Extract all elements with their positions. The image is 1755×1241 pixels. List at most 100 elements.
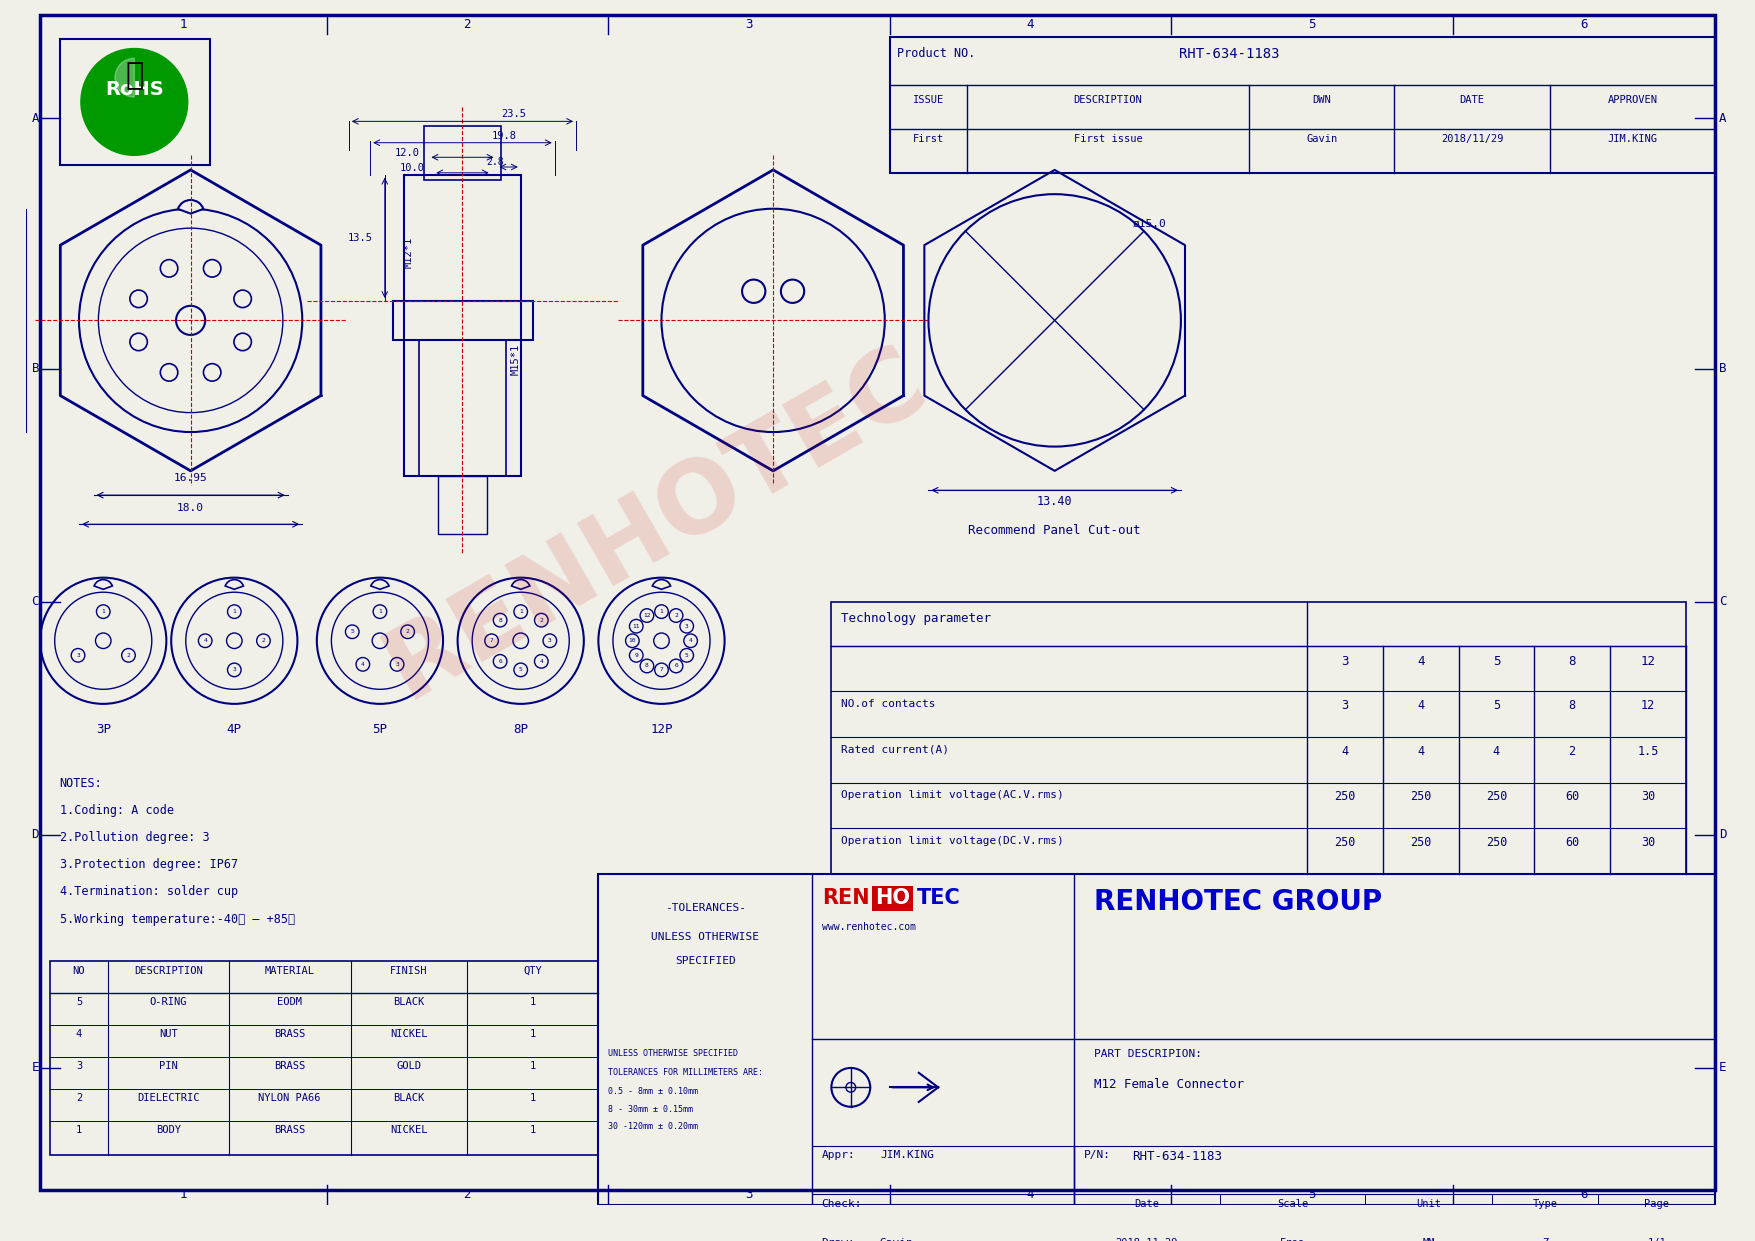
Text: 3: 3 — [75, 653, 81, 658]
Text: Operation limit voltage(AC.V.rms): Operation limit voltage(AC.V.rms) — [841, 791, 1064, 800]
Text: 6: 6 — [498, 659, 502, 664]
Text: Date: Date — [1134, 1199, 1160, 1209]
Text: B: B — [1718, 362, 1727, 376]
Bar — [423, 127, 502, 180]
Text: 5: 5 — [1307, 17, 1316, 31]
Wedge shape — [653, 580, 670, 589]
Text: BLACK: BLACK — [393, 997, 425, 1006]
Text: 5: 5 — [351, 629, 355, 634]
Text: C: C — [1718, 596, 1727, 608]
Text: 3: 3 — [548, 638, 551, 643]
Text: NUT: NUT — [160, 1029, 177, 1039]
Text: UNLESS OTHERWISE SPECIFIED: UNLESS OTHERWISE SPECIFIED — [607, 1049, 739, 1057]
Text: TEC: TEC — [916, 889, 960, 908]
Text: 60: 60 — [1565, 836, 1580, 849]
Text: 1: 1 — [530, 997, 535, 1006]
Text: REN: REN — [821, 889, 869, 908]
Text: Product NO.: Product NO. — [897, 47, 976, 60]
Text: EODM: EODM — [277, 997, 302, 1006]
Text: 10.0: 10.0 — [400, 163, 425, 172]
Text: Draw:: Draw: — [821, 1237, 855, 1241]
Text: RENHOTEC: RENHOTEC — [370, 330, 944, 719]
Text: 16.95: 16.95 — [174, 474, 207, 484]
Text: M12*1: M12*1 — [404, 237, 414, 268]
Text: 12: 12 — [1641, 699, 1655, 712]
Text: 12: 12 — [642, 613, 651, 618]
Text: Scale: Scale — [1278, 1199, 1307, 1209]
Text: SPECIFIED: SPECIFIED — [676, 957, 735, 967]
Text: -TOLERANCES-: -TOLERANCES- — [665, 903, 746, 913]
Bar — [890, 37, 1715, 172]
Text: 1: 1 — [530, 1061, 535, 1071]
Text: 3: 3 — [1341, 699, 1348, 712]
Text: 10: 10 — [628, 638, 635, 643]
Text: 30: 30 — [1641, 791, 1655, 803]
Text: RoHS: RoHS — [105, 79, 163, 99]
Text: E: E — [1718, 1061, 1727, 1075]
Wedge shape — [177, 200, 204, 213]
Text: D: D — [1718, 829, 1727, 841]
Text: A: A — [1718, 112, 1727, 125]
Text: 7: 7 — [490, 638, 493, 643]
Text: 250: 250 — [1486, 791, 1508, 803]
Text: 5: 5 — [1494, 655, 1501, 669]
Text: 2: 2 — [539, 618, 544, 623]
Text: Recommend Panel Cut-out: Recommend Panel Cut-out — [969, 524, 1141, 537]
Text: 60: 60 — [1565, 791, 1580, 803]
Text: UNLESS OTHERWISE: UNLESS OTHERWISE — [651, 932, 760, 942]
Text: JIM.KING: JIM.KING — [1608, 134, 1657, 144]
Text: MATERIAL: MATERIAL — [265, 965, 314, 975]
Text: 12P: 12P — [651, 724, 672, 736]
Text: FINISH: FINISH — [390, 965, 428, 975]
Text: 3.Protection degree: IP67: 3.Protection degree: IP67 — [60, 859, 237, 871]
Text: 5.Working temperature:-40℃ — +85℃: 5.Working temperature:-40℃ — +85℃ — [60, 912, 295, 926]
Text: 3: 3 — [746, 1188, 753, 1200]
Text: 250: 250 — [1409, 836, 1432, 849]
Bar — [404, 175, 521, 475]
Text: ø15.0: ø15.0 — [1132, 218, 1165, 228]
Text: 3: 3 — [75, 1061, 82, 1071]
Text: ISSUE: ISSUE — [913, 96, 944, 105]
Text: 8P: 8P — [512, 724, 528, 736]
Text: 5P: 5P — [372, 724, 388, 736]
Text: HO: HO — [876, 889, 911, 908]
Text: 2018/11/29: 2018/11/29 — [1441, 134, 1504, 144]
Text: 1: 1 — [660, 609, 663, 614]
Text: 1: 1 — [179, 1188, 186, 1200]
Text: 4: 4 — [1416, 699, 1425, 712]
Text: RHT-634-1183: RHT-634-1183 — [1179, 47, 1279, 61]
Text: RENHOTEC GROUP: RENHOTEC GROUP — [1093, 889, 1381, 916]
Bar — [419, 340, 505, 475]
Text: 1: 1 — [179, 17, 186, 31]
Text: NICKEL: NICKEL — [390, 1029, 428, 1039]
Text: PIN: PIN — [160, 1061, 177, 1071]
Text: 2: 2 — [405, 629, 409, 634]
Text: C: C — [32, 596, 39, 608]
Text: BODY: BODY — [156, 1126, 181, 1136]
Text: 1: 1 — [530, 1093, 535, 1103]
Text: Operation limit voltage(DC.V.rms): Operation limit voltage(DC.V.rms) — [841, 836, 1064, 846]
Text: 7: 7 — [660, 668, 663, 673]
Text: 0.5 - 8mm ± 0.10mm: 0.5 - 8mm ± 0.10mm — [607, 1087, 698, 1096]
Text: NO.of contacts: NO.of contacts — [841, 699, 935, 709]
Text: D: D — [32, 829, 39, 841]
Text: BRASS: BRASS — [274, 1029, 305, 1039]
Text: 🌿: 🌿 — [125, 61, 144, 91]
Text: 8: 8 — [1569, 655, 1576, 669]
Text: Page: Page — [1644, 1199, 1669, 1209]
Wedge shape — [512, 580, 530, 589]
Text: 8: 8 — [1569, 699, 1576, 712]
Text: Technology parameter: Technology parameter — [841, 612, 992, 624]
Text: Free: Free — [1279, 1237, 1306, 1241]
Text: 19.8: 19.8 — [491, 132, 516, 141]
Wedge shape — [225, 580, 244, 589]
Text: 5: 5 — [519, 668, 523, 673]
Text: DATE: DATE — [1460, 96, 1485, 105]
Text: 1: 1 — [519, 609, 523, 614]
Bar — [49, 961, 598, 1155]
Text: 2: 2 — [463, 1188, 470, 1200]
Text: 3: 3 — [232, 668, 237, 673]
Text: 2018.11.29: 2018.11.29 — [1116, 1237, 1178, 1241]
Text: 18.0: 18.0 — [177, 503, 204, 513]
Text: 5: 5 — [1307, 1188, 1316, 1200]
